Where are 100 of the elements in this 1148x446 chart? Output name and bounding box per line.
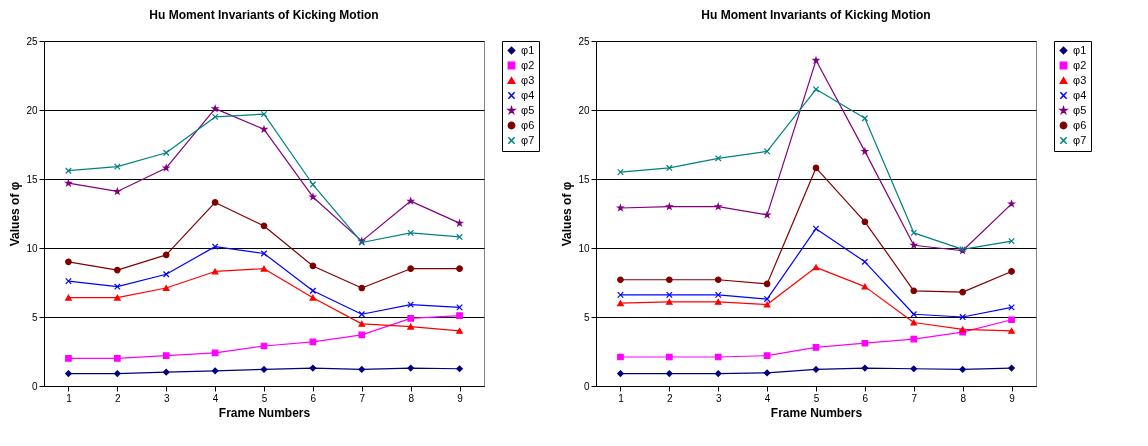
point <box>617 291 624 299</box>
point <box>812 344 820 351</box>
point <box>763 280 771 288</box>
legend-label: φ3 <box>521 73 535 86</box>
point <box>65 370 72 377</box>
point <box>1008 237 1015 245</box>
y-tick-label: 25 <box>26 35 38 47</box>
point <box>763 352 771 359</box>
point <box>407 197 414 204</box>
point <box>309 262 317 270</box>
x-tick-label: 6 <box>862 392 869 404</box>
point <box>959 313 967 321</box>
x-tick-label: 1 <box>66 392 73 404</box>
point <box>260 366 268 373</box>
y-tick-label: 0 <box>31 380 38 392</box>
x-tick-label: 4 <box>212 392 219 404</box>
point <box>309 193 317 200</box>
y-tick-label: 5 <box>31 311 38 323</box>
x-tick-label: 5 <box>813 392 820 404</box>
point <box>1008 327 1015 334</box>
point <box>407 315 414 322</box>
legend-label: φ6 <box>521 118 535 131</box>
point <box>910 365 918 373</box>
y-tick-label: 20 <box>578 104 590 116</box>
point <box>959 366 967 373</box>
point <box>666 203 673 210</box>
point <box>861 148 869 155</box>
point <box>211 349 219 357</box>
point <box>113 294 121 301</box>
y-tick-label: 25 <box>578 35 590 47</box>
point <box>456 365 463 373</box>
point <box>211 199 219 206</box>
point <box>861 339 869 347</box>
point <box>812 225 820 233</box>
point <box>309 287 317 295</box>
point <box>665 298 673 305</box>
point <box>617 168 624 176</box>
point <box>211 105 219 112</box>
point <box>113 163 121 170</box>
point <box>358 331 366 339</box>
point <box>358 284 366 292</box>
legend-label: φ7 <box>1073 133 1087 146</box>
legend-label: φ2 <box>1073 58 1087 71</box>
point <box>260 222 268 230</box>
legend-label: φ4 <box>1073 88 1087 101</box>
point <box>456 219 463 226</box>
point <box>763 148 771 155</box>
legend-label: φ5 <box>521 103 535 116</box>
point <box>1008 364 1015 372</box>
point <box>260 250 268 257</box>
point <box>812 366 820 373</box>
point <box>407 301 415 308</box>
point <box>910 335 918 343</box>
x-tick-label: 9 <box>1009 392 1016 404</box>
point <box>260 265 268 272</box>
point <box>407 323 415 330</box>
point <box>617 353 624 361</box>
point <box>617 370 624 377</box>
x-tick-label: 8 <box>408 392 415 404</box>
point <box>65 294 72 301</box>
x-tick-label: 4 <box>764 392 771 404</box>
point <box>211 243 219 250</box>
point <box>714 291 722 299</box>
point <box>456 265 463 273</box>
point <box>763 301 771 308</box>
legend-label: φ2 <box>521 58 535 71</box>
point <box>407 364 415 372</box>
point <box>456 304 463 311</box>
x-tick-label: 9 <box>457 392 464 404</box>
point <box>162 352 170 359</box>
point <box>65 167 72 175</box>
point <box>114 188 121 195</box>
point <box>1008 200 1015 207</box>
legend-label: φ1 <box>1073 43 1087 56</box>
x-tick-label: 3 <box>163 392 170 404</box>
y-tick-label: 15 <box>578 173 590 185</box>
point <box>113 370 121 377</box>
point <box>714 276 722 284</box>
legend-label: φ1 <box>521 43 535 56</box>
point <box>65 355 72 362</box>
legend-label: φ3 <box>1073 73 1087 86</box>
legend-label: φ4 <box>521 88 535 101</box>
point <box>617 204 624 211</box>
point <box>763 211 771 218</box>
legend-label: φ6 <box>1073 118 1087 131</box>
y-axis-title: Values of φ <box>560 181 575 247</box>
point <box>456 233 463 241</box>
point <box>162 251 170 259</box>
x-tick-label: 5 <box>261 392 268 404</box>
point <box>665 276 673 284</box>
point <box>456 312 463 319</box>
point <box>1008 268 1015 275</box>
point <box>665 353 673 361</box>
point <box>113 355 121 362</box>
point <box>812 264 820 271</box>
x-axis-title: Frame Numbers <box>218 405 311 420</box>
point <box>812 56 820 64</box>
legend-label: φ5 <box>1073 103 1087 116</box>
chart-title: Hu Moment Invariants of Kicking Motion <box>701 8 931 22</box>
point <box>665 370 673 377</box>
